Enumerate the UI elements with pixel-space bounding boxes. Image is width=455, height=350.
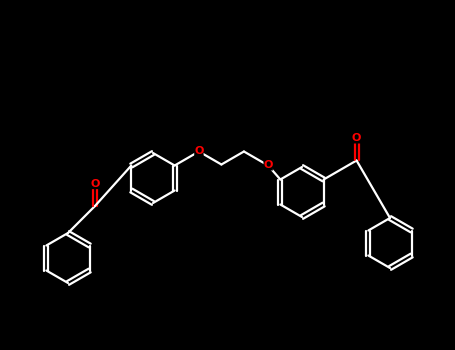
Text: O: O <box>352 133 361 143</box>
Text: O: O <box>90 179 100 189</box>
Text: O: O <box>263 161 273 170</box>
Text: O: O <box>194 147 203 156</box>
